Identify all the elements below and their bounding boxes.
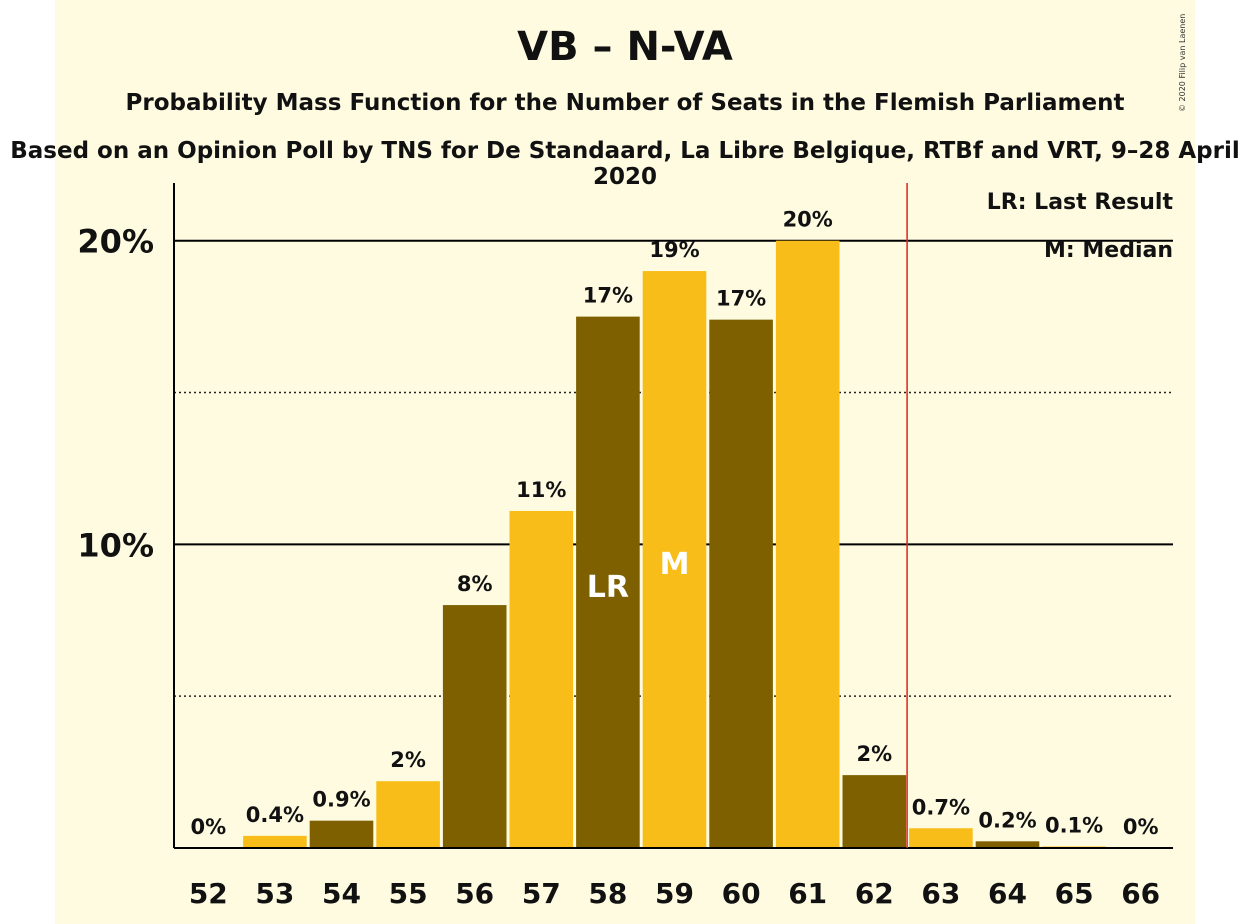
data-label-60: 17% xyxy=(716,287,766,311)
bar-seat-63 xyxy=(909,828,973,848)
bar-seat-53 xyxy=(243,835,307,848)
x-tick-label-53: 53 xyxy=(255,877,294,910)
bar-seat-55 xyxy=(376,781,440,848)
data-label-58: 17% xyxy=(583,284,633,308)
legend-last-result: LR: Last Result xyxy=(987,190,1174,215)
last-result-marker: LR xyxy=(587,570,629,605)
data-label-57: 11% xyxy=(516,478,566,502)
x-tick-label-57: 57 xyxy=(522,877,561,910)
data-label-62: 2% xyxy=(856,742,892,766)
data-label-61: 20% xyxy=(783,208,833,232)
data-label-52: 0% xyxy=(190,815,226,839)
x-tick-label-61: 61 xyxy=(788,877,827,910)
x-tick-label-58: 58 xyxy=(588,877,627,910)
data-label-56: 8% xyxy=(457,572,493,596)
x-tick-label-66: 66 xyxy=(1121,877,1160,910)
x-tick-label-64: 64 xyxy=(988,877,1027,910)
x-tick-label-60: 60 xyxy=(722,877,761,910)
bar-seat-58 xyxy=(576,316,640,848)
data-label-65: 0.1% xyxy=(1045,813,1103,837)
x-tick-label-62: 62 xyxy=(855,877,894,910)
bar-seat-62 xyxy=(842,775,907,848)
x-tick-label-55: 55 xyxy=(389,877,428,910)
legend-median: M: Median xyxy=(1044,238,1173,263)
median-marker: M xyxy=(660,547,690,582)
chart-title: VB – N-VA xyxy=(517,24,733,70)
data-label-54: 0.9% xyxy=(312,788,370,812)
bar-seat-59 xyxy=(642,271,707,849)
bar-seat-60 xyxy=(709,319,773,849)
x-tick-label-59: 59 xyxy=(655,877,694,910)
x-tick-label-63: 63 xyxy=(921,877,960,910)
y-tick-label: 10% xyxy=(77,526,154,564)
data-label-66: 0% xyxy=(1123,815,1159,839)
x-tick-label-65: 65 xyxy=(1055,877,1094,910)
data-label-55: 2% xyxy=(390,748,426,772)
x-tick-label-52: 52 xyxy=(189,877,228,910)
chart-subtitle: Probability Mass Function for the Number… xyxy=(125,90,1125,116)
data-label-53: 0.4% xyxy=(246,803,304,827)
bar-seat-61 xyxy=(775,240,840,848)
y-tick-label: 20% xyxy=(77,223,154,261)
bar-seat-64 xyxy=(975,841,1040,848)
x-tick-label-56: 56 xyxy=(455,877,494,910)
data-label-59: 19% xyxy=(649,238,699,262)
data-label-64: 0.2% xyxy=(978,808,1036,832)
bar-seat-57 xyxy=(509,510,574,848)
bar-seat-54 xyxy=(309,820,374,848)
chart-source: Based on an Opinion Poll by TNS for De S… xyxy=(10,138,1240,190)
x-tick-label-54: 54 xyxy=(322,877,361,910)
bar-seat-56 xyxy=(442,605,507,848)
data-label-63: 0.7% xyxy=(912,795,970,819)
